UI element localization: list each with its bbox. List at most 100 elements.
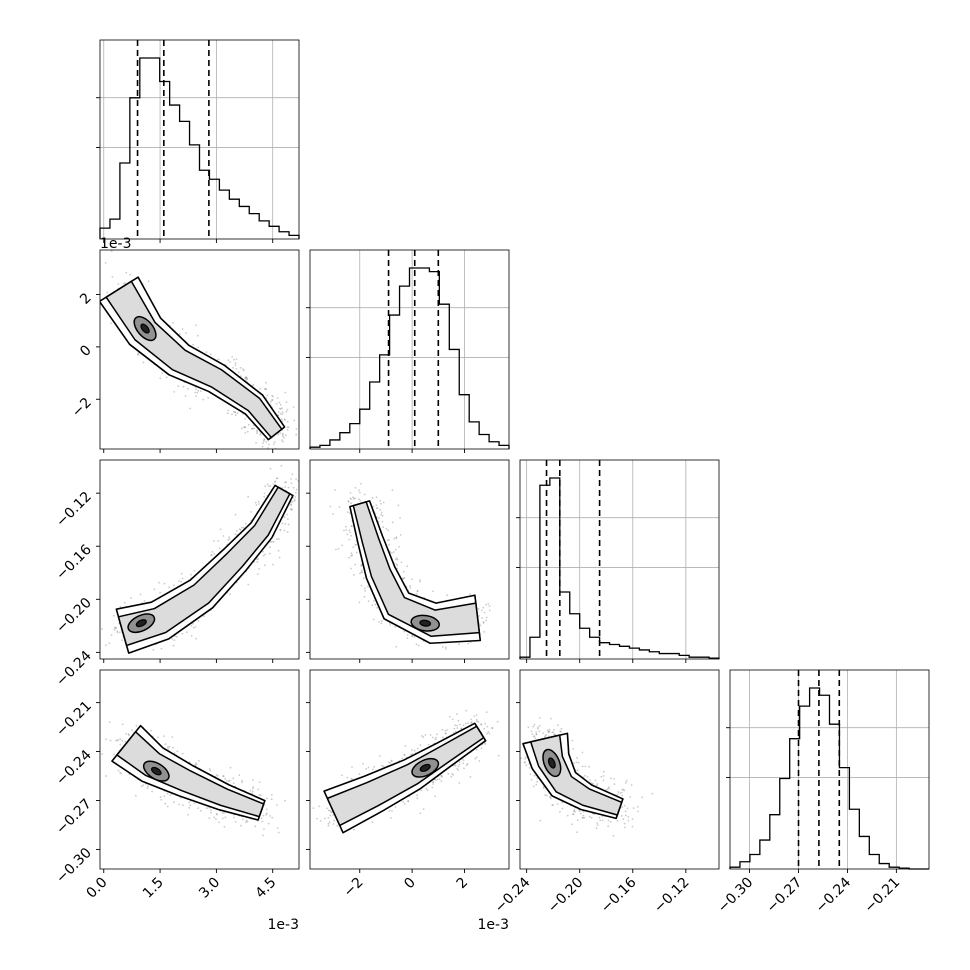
sample-point <box>610 777 612 780</box>
sample-point <box>602 770 605 773</box>
sample-point <box>195 637 197 640</box>
sample-point <box>395 537 398 540</box>
scatter-panel-p3-vs-p1-layer <box>312 709 500 834</box>
sample-point <box>641 796 644 799</box>
sample-point <box>197 389 200 392</box>
sample-point <box>332 823 335 825</box>
sample-point <box>168 586 171 588</box>
sample-point <box>209 353 212 356</box>
sample-point <box>270 794 273 796</box>
sample-point <box>258 503 260 505</box>
sample-point <box>329 814 332 817</box>
sample-point <box>234 364 237 367</box>
sample-point <box>451 773 454 775</box>
sample-point <box>261 820 264 823</box>
sample-point <box>394 806 397 808</box>
contour-level-2 <box>352 501 481 638</box>
sample-point <box>332 814 335 816</box>
sample-point <box>265 381 267 384</box>
sample-point <box>360 565 362 567</box>
sample-point <box>195 395 197 397</box>
sample-point <box>271 540 273 543</box>
sample-point <box>172 644 175 647</box>
sample-point <box>124 740 127 743</box>
sample-point <box>391 489 394 491</box>
sample-point <box>532 785 535 788</box>
sample-point <box>482 606 485 609</box>
sample-point <box>476 749 478 751</box>
sample-point <box>576 819 579 821</box>
sample-point <box>621 806 624 808</box>
sample-point <box>259 794 262 797</box>
sample-point <box>403 576 406 579</box>
sample-point <box>624 810 627 813</box>
sample-point <box>359 572 361 575</box>
sample-point <box>251 790 254 793</box>
sample-point <box>252 786 255 788</box>
sample-point <box>271 399 274 402</box>
sample-point <box>372 618 375 621</box>
sample-point <box>349 531 351 534</box>
sample-point <box>355 543 358 546</box>
sample-point <box>422 736 425 738</box>
sample-point <box>539 819 542 822</box>
sample-point <box>166 746 169 749</box>
sample-point <box>441 646 444 648</box>
contour-level-4 <box>419 763 431 772</box>
sample-point <box>119 743 122 746</box>
sample-point <box>566 814 569 817</box>
sample-point <box>415 593 418 595</box>
sample-point <box>159 377 162 380</box>
sample-point <box>418 580 421 583</box>
sample-point <box>355 551 358 554</box>
sample-point <box>208 768 211 770</box>
sample-point <box>264 387 266 390</box>
sample-point <box>396 564 399 567</box>
sample-point <box>217 358 220 361</box>
sample-point <box>167 748 170 750</box>
sample-point <box>160 798 163 801</box>
sample-point <box>402 800 404 803</box>
sample-point <box>407 800 410 803</box>
sample-point <box>352 546 355 548</box>
sample-point <box>372 505 375 508</box>
sample-point <box>257 500 260 503</box>
sample-point <box>242 526 245 529</box>
contour-level-4 <box>419 619 432 627</box>
sample-point <box>274 480 277 483</box>
sample-point <box>367 766 370 769</box>
ytick-label: −0.16 <box>53 542 95 584</box>
sample-point <box>595 784 598 787</box>
sample-point <box>403 803 406 805</box>
sample-point <box>343 529 345 532</box>
sample-point <box>159 796 162 799</box>
sample-point <box>590 782 593 785</box>
sample-point <box>295 478 297 480</box>
sample-point <box>353 828 355 831</box>
sample-point <box>380 513 382 516</box>
sample-point <box>350 525 353 527</box>
sample-point <box>327 824 330 827</box>
sample-point <box>477 608 480 610</box>
sample-point <box>622 818 625 820</box>
sample-point <box>362 762 364 765</box>
sample-point <box>416 589 419 592</box>
sample-point <box>451 718 454 721</box>
sample-point <box>172 321 175 324</box>
sample-point <box>233 411 236 414</box>
xtick-label: 0.0 <box>84 875 111 902</box>
sample-point <box>363 587 366 590</box>
sample-point <box>140 785 143 788</box>
sample-point <box>253 427 256 430</box>
sample-point <box>481 609 483 612</box>
sample-point <box>382 501 385 504</box>
sample-point <box>440 775 443 777</box>
sample-point <box>460 727 463 730</box>
sample-point <box>159 591 162 594</box>
sample-point <box>411 749 413 751</box>
sample-point <box>256 430 258 433</box>
sample-point <box>491 726 494 729</box>
sample-point <box>286 513 288 516</box>
sample-point <box>407 800 409 803</box>
sample-point <box>458 763 461 766</box>
